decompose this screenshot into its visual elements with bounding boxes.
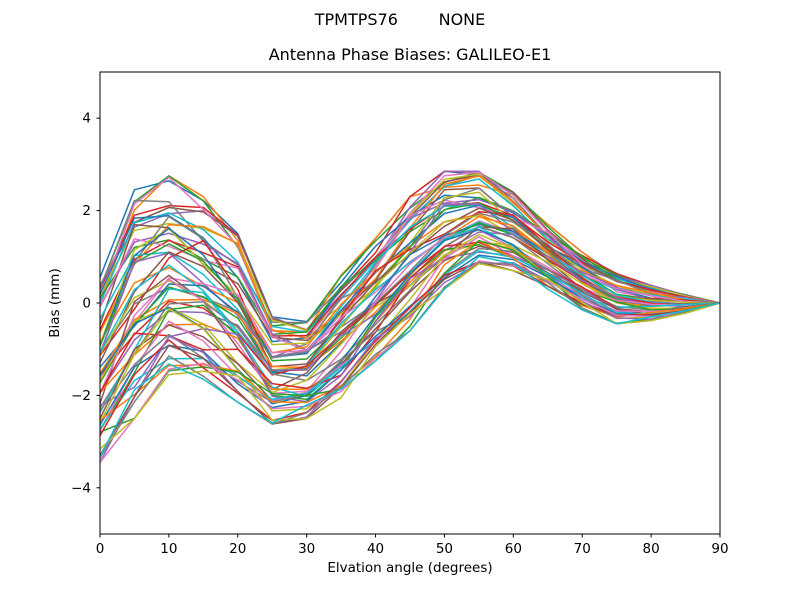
series-line [100,225,720,409]
series-line [100,239,720,433]
x-tick-label: 30 [298,541,315,557]
figure-suptitle: TPMTPS76 NONE [314,10,486,29]
series-line [100,178,720,333]
x-tick-label: 10 [160,541,177,557]
series-line [100,170,720,331]
x-axis-label: Elvation angle (degrees) [327,560,493,576]
y-tick-label: −4 [71,480,91,496]
x-tick-label: 80 [643,541,660,557]
x-tick-label: 0 [96,541,105,557]
x-tick-label: 70 [574,541,591,557]
x-tick-label: 40 [367,541,384,557]
x-tick-label: 50 [436,541,453,557]
series-line [100,254,720,426]
x-tick-label: 60 [505,541,522,557]
series-line [100,199,720,352]
series-line [100,213,720,354]
x-tick-label: 90 [711,541,728,557]
chart-title: Antenna Phase Biases: GALILEO-E1 [268,45,552,64]
y-tick-label: 2 [82,203,91,219]
y-tick-label: 0 [82,296,91,312]
series-line [100,262,720,463]
y-tick-label: −2 [71,388,91,404]
x-tick-label: 20 [229,541,246,557]
series-lines [100,170,720,463]
series-line [100,239,720,421]
y-tick-label: 4 [82,111,91,127]
series-line [100,221,720,375]
series-line [100,255,720,458]
series-line [100,229,720,395]
series-line [100,245,720,419]
